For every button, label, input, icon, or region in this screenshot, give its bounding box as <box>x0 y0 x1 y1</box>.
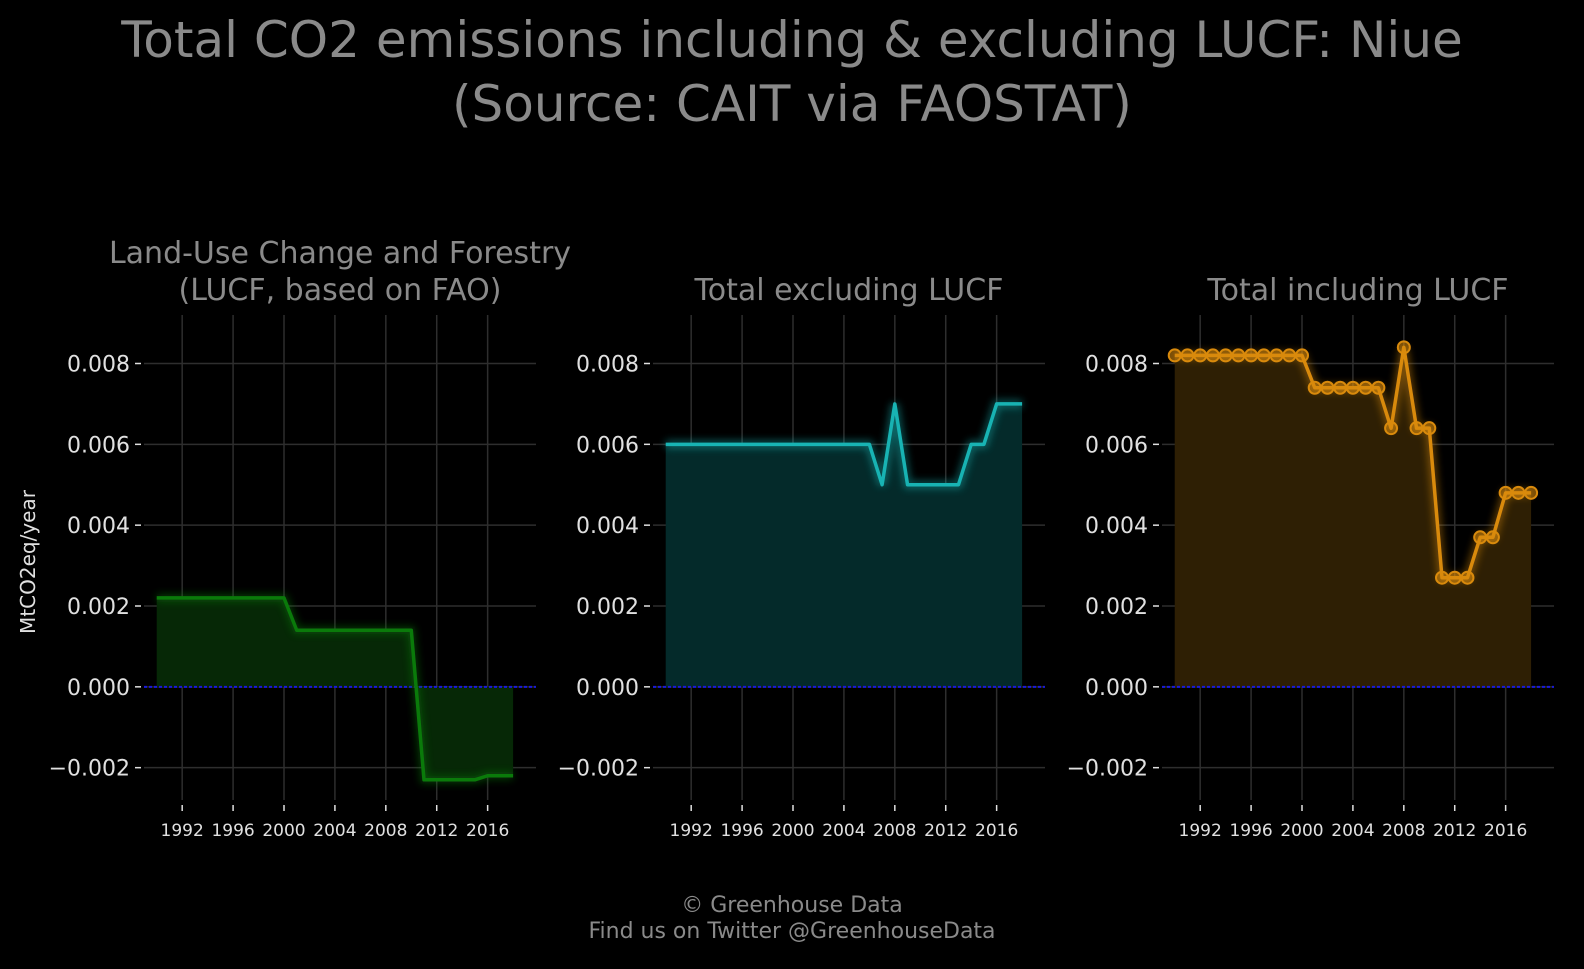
y-tick-label: 0.002 <box>1085 595 1148 620</box>
chart-panel-2: −0.002 0.000 0.002 0.004 0.006 0.008 1992 1996 2… <box>558 273 1045 841</box>
y-tick-label: 0.006 <box>1085 433 1148 458</box>
data-point <box>1244 348 1259 363</box>
y-tick-label: 0.008 <box>67 353 130 378</box>
data-point <box>1345 380 1360 395</box>
data-point <box>1333 380 1348 395</box>
panel-title: (LUCF, based on FAO) <box>179 273 502 308</box>
data-point <box>1256 348 1271 363</box>
x-tick-label: 2008 <box>364 821 407 841</box>
chart-title-line-2: (Source: CAIT via FAOSTAT) <box>452 75 1132 133</box>
y-tick-label: 0.008 <box>576 353 639 378</box>
chart-panel-1: −0.002 0.000 0.002 0.004 0.006 0.008 1992 1996 2… <box>49 236 571 841</box>
data-point <box>1473 530 1488 545</box>
data-point <box>1218 348 1233 363</box>
y-tick-label: 0.004 <box>576 514 639 539</box>
data-point <box>1384 421 1399 436</box>
x-tick-label: 2000 <box>262 821 305 841</box>
y-axis-label: MtCO2eq/year <box>16 489 40 634</box>
chart-panel-3: −0.002 0.000 0.002 0.004 0.006 0.008 1992 1996 2… <box>1067 273 1554 841</box>
panel-title: Total excluding LUCF <box>694 273 1004 308</box>
y-tick-label: 0.000 <box>1085 676 1148 701</box>
x-tick-label: 2008 <box>1382 821 1425 841</box>
footer-credit: © Greenhouse Data <box>681 893 903 918</box>
data-point <box>1320 380 1335 395</box>
data-point <box>1524 485 1539 500</box>
data-point <box>1167 348 1182 363</box>
data-point <box>1435 570 1449 585</box>
series-area <box>665 403 1023 687</box>
x-tick-label: 1996 <box>211 821 254 841</box>
x-tick-label: 1992 <box>1179 821 1222 841</box>
x-tick-label: 2008 <box>873 821 916 841</box>
data-point <box>1307 380 1322 395</box>
x-tick-label: 2012 <box>415 821 458 841</box>
data-point <box>1396 340 1411 355</box>
data-point <box>1282 348 1297 363</box>
panel-title: Land-Use Change and Forestry <box>109 236 571 271</box>
data-point <box>1422 421 1437 436</box>
x-tick-label: 2016 <box>1484 821 1527 841</box>
series-line <box>156 596 514 782</box>
data-point <box>1180 348 1195 363</box>
y-tick-label: 0.004 <box>67 514 130 539</box>
data-point <box>1460 570 1475 585</box>
data-point <box>1511 485 1526 500</box>
data-point <box>1371 380 1386 395</box>
x-tick-label: 2000 <box>1280 821 1323 841</box>
y-tick-label: 0.004 <box>1085 514 1148 539</box>
x-tick-label: 2016 <box>466 821 509 841</box>
y-tick-label: 0.008 <box>1085 353 1148 378</box>
y-tick-label: −0.002 <box>558 757 639 782</box>
series-line <box>665 402 1023 487</box>
x-tick-label: 2004 <box>1331 821 1374 841</box>
x-tick-label: 2016 <box>975 821 1018 841</box>
y-tick-label: 0.006 <box>67 433 130 458</box>
data-point <box>1295 348 1309 363</box>
data-point <box>1205 348 1220 363</box>
y-tick-label: 0.000 <box>576 676 639 701</box>
data-point <box>1409 421 1424 436</box>
data-point <box>1269 348 1284 363</box>
x-tick-label: 1996 <box>720 821 763 841</box>
chart-title-line-1: Total CO2 emissions including & excludin… <box>121 11 1463 69</box>
y-tick-label: −0.002 <box>49 757 130 782</box>
y-tick-label: −0.002 <box>1067 757 1148 782</box>
x-tick-label: 2012 <box>1433 821 1476 841</box>
x-tick-label: 2004 <box>313 821 356 841</box>
y-tick-label: 0.006 <box>576 433 639 458</box>
x-tick-label: 2004 <box>822 821 865 841</box>
panel-title: Total including LUCF <box>1206 273 1508 308</box>
footer-twitter: Find us on Twitter @GreenhouseData <box>588 919 996 944</box>
data-point <box>1498 485 1513 500</box>
y-tick-label: 0.000 <box>67 676 130 701</box>
data-point <box>1447 570 1462 585</box>
data-point <box>1358 380 1373 395</box>
y-tick-label: 0.002 <box>576 595 639 620</box>
x-tick-label: 1992 <box>161 821 204 841</box>
data-point <box>1231 348 1246 363</box>
data-point <box>1485 530 1500 545</box>
data-point <box>1193 348 1208 363</box>
x-tick-label: 1992 <box>670 821 713 841</box>
x-tick-label: 2000 <box>771 821 814 841</box>
y-tick-label: 0.002 <box>67 595 130 620</box>
x-tick-label: 1996 <box>1229 821 1272 841</box>
series-area <box>1174 347 1532 687</box>
x-tick-label: 2012 <box>924 821 967 841</box>
